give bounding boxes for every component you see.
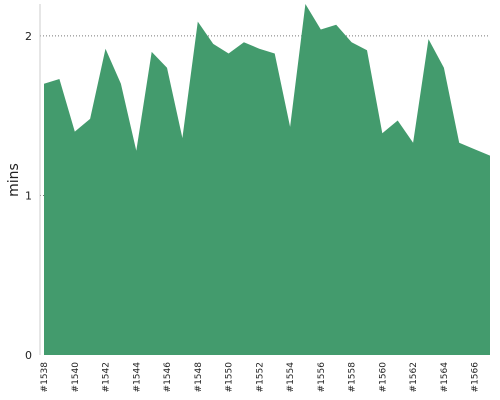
x-tick-label: #1548 xyxy=(194,362,204,393)
x-tick-label: #1542 xyxy=(102,362,112,392)
y-tick-label: 1 xyxy=(25,189,32,202)
y-tick-label: 0 xyxy=(25,349,32,362)
series-area xyxy=(44,4,490,355)
x-tick-label: #1538 xyxy=(40,362,50,393)
x-tick-labels: #1538 #1540 #1542 #1544 #1546 #1548 #1550 #1552… xyxy=(40,362,481,393)
y-axis-label: mins xyxy=(6,163,22,197)
x-tick-label: #1552 xyxy=(255,362,265,392)
x-tick-label: #1560 xyxy=(378,362,388,393)
plot-area xyxy=(44,4,490,355)
y-tick-labels: 0 1 2 xyxy=(25,30,32,362)
y-tick-label: 2 xyxy=(25,30,32,43)
x-tick-label: #1550 xyxy=(225,362,235,393)
x-tick-label: #1558 xyxy=(348,362,358,393)
x-tick-label: #1554 xyxy=(286,362,296,393)
x-tick-label: #1556 xyxy=(317,362,327,393)
x-tick-label: #1546 xyxy=(163,362,173,393)
x-tick-label: #1544 xyxy=(132,362,142,393)
x-tick-label: #1566 xyxy=(471,362,481,393)
x-tick-label: #1562 xyxy=(409,362,419,392)
x-tick-label: #1540 xyxy=(71,362,81,393)
x-tick-label: #1564 xyxy=(440,362,450,393)
